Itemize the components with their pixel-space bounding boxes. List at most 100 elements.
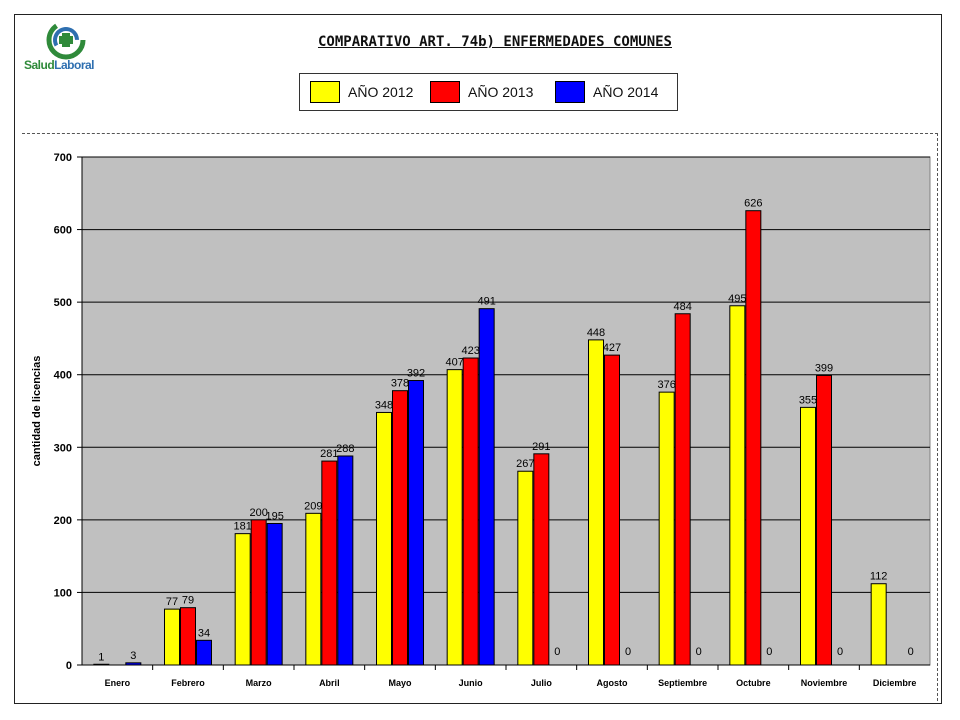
data-label: 209 xyxy=(304,500,322,512)
bar-año-2012 xyxy=(376,411,392,666)
bar-año-2012 xyxy=(517,470,534,666)
x-tick-label: Marzo xyxy=(246,678,273,688)
data-label: 0 xyxy=(766,646,772,658)
bar-año-2014 xyxy=(337,455,354,666)
data-label: 399 xyxy=(815,362,833,374)
data-label: 495 xyxy=(728,293,746,305)
data-label: 77 xyxy=(166,596,178,608)
y-tick-label: 400 xyxy=(54,370,72,382)
bar-año-2013 xyxy=(180,607,196,666)
logo-text-salud: Salud xyxy=(24,58,55,72)
data-label: 181 xyxy=(233,521,251,533)
x-tick-label: Abril xyxy=(319,678,340,688)
legend-label-2012: AÑO 2012 xyxy=(348,84,414,100)
data-label: 378 xyxy=(391,378,409,390)
cross-swirl-logo-icon xyxy=(46,20,86,60)
data-label: 0 xyxy=(837,646,843,658)
bar-año-2012 xyxy=(93,663,110,666)
x-tick-label: Noviembre xyxy=(801,678,848,688)
y-tick-label: 600 xyxy=(54,225,72,237)
dashed-divider xyxy=(22,133,938,134)
data-label: 200 xyxy=(249,507,267,519)
bar-año-2013 xyxy=(674,313,691,666)
legend-swatch-2012 xyxy=(310,81,340,103)
x-tick-label: Julio xyxy=(531,678,553,688)
chart-title: COMPARATIVO ART. 74b) ENFERMEDADES COMUN… xyxy=(317,34,672,50)
legend-label-2014: AÑO 2014 xyxy=(593,84,659,100)
x-tick-label: Agosto xyxy=(597,678,628,688)
data-label: 79 xyxy=(182,595,194,607)
bar-año-2013 xyxy=(533,453,550,666)
bar-año-2013 xyxy=(816,374,832,666)
x-tick-label: Octubre xyxy=(736,678,771,688)
data-label: 392 xyxy=(407,368,425,380)
y-tick-label: 100 xyxy=(54,587,72,599)
bar-año-2014 xyxy=(478,308,495,666)
y-tick-label: 700 xyxy=(54,152,72,164)
bar-año-2013 xyxy=(250,519,267,666)
x-tick-label: Enero xyxy=(105,678,131,688)
data-label: 407 xyxy=(445,357,463,369)
plot-area xyxy=(81,156,931,666)
bar-año-2012 xyxy=(870,583,887,666)
data-label: 112 xyxy=(870,571,888,583)
bar-año-2014 xyxy=(125,662,142,666)
bar-año-2012 xyxy=(164,608,180,666)
data-label: 348 xyxy=(375,399,393,411)
y-tick-label: 500 xyxy=(54,297,72,309)
bar-año-2014 xyxy=(408,380,424,666)
data-label: 291 xyxy=(532,441,550,453)
bar-año-2012 xyxy=(305,512,322,666)
data-label: 0 xyxy=(696,646,702,658)
data-label: 3 xyxy=(130,650,136,662)
legend-swatch-2014 xyxy=(555,81,585,103)
data-label: 448 xyxy=(587,327,605,339)
data-label: 423 xyxy=(461,345,479,357)
logo-text-laboral: Laboral xyxy=(54,58,95,72)
data-label: 195 xyxy=(265,510,283,522)
data-label: 0 xyxy=(908,646,914,658)
bar-año-2013 xyxy=(745,210,762,666)
data-label: 34 xyxy=(198,627,210,639)
bar-año-2012 xyxy=(234,533,251,666)
bar-año-2013 xyxy=(604,354,620,666)
x-tick-label: Febrero xyxy=(171,678,205,688)
chart-legend: AÑO 2012 AÑO 2013 AÑO 2014 xyxy=(299,73,678,111)
data-label: 355 xyxy=(799,394,817,406)
data-label: 281 xyxy=(320,448,338,460)
data-label: 267 xyxy=(516,458,534,470)
data-label: 0 xyxy=(554,646,560,658)
bar-año-2013 xyxy=(321,460,338,666)
y-tick-label: 300 xyxy=(54,442,72,454)
bar-año-2012 xyxy=(658,391,675,666)
bar-año-2013 xyxy=(392,390,408,666)
y-axis-title: cantidad de licencias xyxy=(31,356,43,467)
bar-año-2013 xyxy=(462,357,479,666)
data-label: 1 xyxy=(98,651,104,663)
data-label: 288 xyxy=(336,443,354,455)
logo-text: SaludLaboral xyxy=(24,58,114,72)
data-label: 626 xyxy=(744,198,762,210)
data-label: 484 xyxy=(673,301,691,313)
data-label: 427 xyxy=(603,342,621,354)
dashed-border-right xyxy=(937,133,938,701)
bar-año-2012 xyxy=(800,406,816,666)
bar-año-2014 xyxy=(196,639,212,666)
legend-swatch-2013 xyxy=(430,81,460,103)
y-tick-label: 200 xyxy=(54,515,72,527)
data-label: 0 xyxy=(625,646,631,658)
x-tick-label: Septiembre xyxy=(658,678,707,688)
data-label: 376 xyxy=(657,379,675,391)
x-tick-label: Diciembre xyxy=(873,678,917,688)
legend-label-2013: AÑO 2013 xyxy=(468,84,534,100)
x-tick-label: Mayo xyxy=(388,678,412,688)
bar-año-2012 xyxy=(446,369,463,666)
bar-año-2014 xyxy=(266,522,283,666)
y-tick-label: 0 xyxy=(66,660,72,672)
data-label: 491 xyxy=(477,296,495,308)
bar-año-2012 xyxy=(729,305,746,666)
bar-año-2012 xyxy=(588,339,604,666)
slide-frame xyxy=(14,14,942,704)
x-tick-label: Junio xyxy=(459,678,484,688)
